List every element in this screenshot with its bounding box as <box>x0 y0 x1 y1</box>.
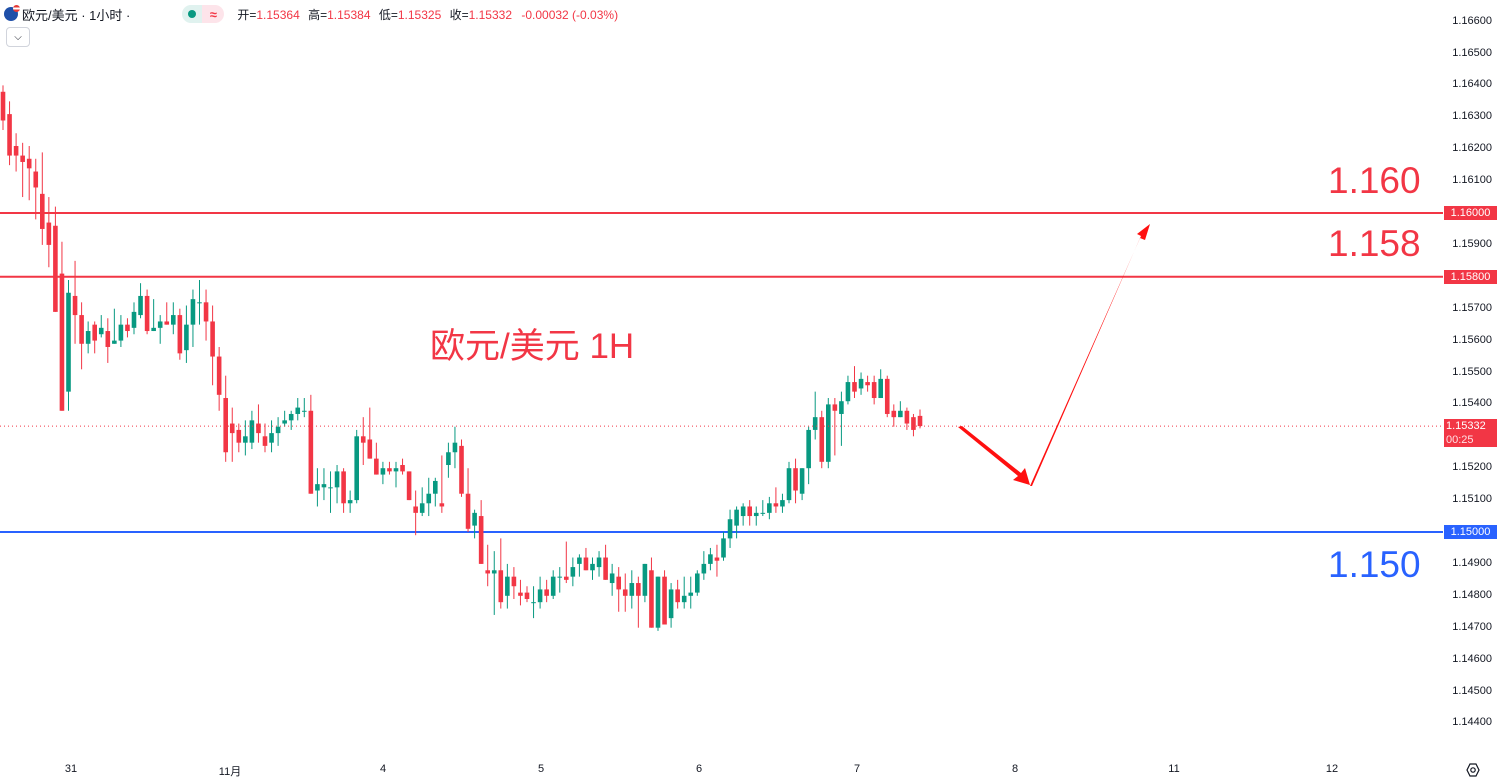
price-tick: 1.14700 <box>1452 620 1492 633</box>
open-key: 开= <box>237 7 257 22</box>
symbol-title[interactable]: 欧元/美元 · 1小时 · <box>22 7 131 23</box>
price-tick: 1.16100 <box>1452 174 1492 187</box>
close-key: 收= <box>449 7 469 22</box>
horizontal-levels <box>0 212 1443 533</box>
eurusd-flag-icon <box>4 5 20 21</box>
low-value: 1.15325 <box>397 7 442 22</box>
level-158-label[interactable]: 1.158 <box>1328 223 1421 264</box>
projection-arrows[interactable] <box>958 224 1150 486</box>
chart-title-annotation[interactable]: 欧元/美元 1H <box>430 327 635 366</box>
open-value: 1.15364 <box>256 7 300 22</box>
status-pill[interactable]: ≈ <box>182 5 225 23</box>
level-150-label[interactable]: 1.150 <box>1328 544 1421 585</box>
price-tick: 1.15500 <box>1452 365 1492 378</box>
time-tick: 12 <box>1325 763 1339 775</box>
price-tick: 1.15600 <box>1452 333 1492 346</box>
price-tick: 1.14400 <box>1452 716 1492 729</box>
time-tick: 11月 <box>218 766 242 778</box>
approx-wave-icon[interactable]: ≈ <box>202 5 225 23</box>
time-tick: 11 <box>1168 763 1180 775</box>
collapse-legend-button[interactable]: ⌵ <box>6 27 30 47</box>
green-dot-icon <box>188 10 197 18</box>
price-tick: 1.15200 <box>1452 461 1492 474</box>
price-tick: 1.14800 <box>1452 588 1492 601</box>
level-160-label[interactable]: 1.160 <box>1328 160 1421 201</box>
price-tick: 1.16500 <box>1452 46 1492 59</box>
arrow-up-icon[interactable] <box>1030 224 1150 486</box>
price-tick: 1.15700 <box>1452 301 1492 314</box>
price-tick: 1.16600 <box>1452 14 1492 27</box>
high-key: 高= <box>308 7 328 22</box>
time-tick: 8 <box>1011 763 1019 775</box>
low-key: 低= <box>378 7 398 22</box>
arrow-down-icon[interactable] <box>958 426 1030 485</box>
price-tick: 1.15100 <box>1452 493 1492 506</box>
time-tick: 4 <box>379 763 387 775</box>
price-tick: 1.16400 <box>1452 78 1492 91</box>
price-tick: 1.14600 <box>1452 652 1492 665</box>
high-value: 1.15384 <box>327 7 371 22</box>
price-tag-1.16000: 1.16000 <box>1444 206 1497 220</box>
time-tick: 5 <box>537 763 545 775</box>
price-tick: 1.15400 <box>1452 397 1492 410</box>
current-price-tag: 1.15332 00:25 <box>1444 419 1497 448</box>
change-value: -0.00032 (-0.03%) <box>521 7 619 22</box>
ohlc-values: 开=1.15364 高=1.15384 低=1.15325 收=1.15332 … <box>232 6 618 23</box>
price-tick: 1.15900 <box>1452 237 1492 250</box>
price-tick: 1.14900 <box>1452 556 1492 569</box>
candles <box>0 85 923 631</box>
price-tag-1.15000: 1.15000 <box>1444 525 1497 539</box>
price-tick: 1.16300 <box>1452 110 1492 123</box>
time-tick: 6 <box>695 763 703 775</box>
price-tick: 1.14500 <box>1452 684 1492 697</box>
time-tick: 7 <box>853 763 861 775</box>
settings-hexagon-icon[interactable] <box>1465 762 1481 778</box>
price-tick: 1.16200 <box>1452 142 1492 155</box>
market-status[interactable] <box>182 5 203 23</box>
symbol-legend: 欧元/美元 · 1小时 · ≈ 开=1.15364 高=1.15384 低=1.… <box>4 4 618 24</box>
time-tick: 31 <box>64 763 78 775</box>
close-value: 1.15332 <box>468 7 512 22</box>
price-tag-1.15800: 1.15800 <box>1444 269 1497 284</box>
chevron-down-icon: ⌵ <box>14 31 22 43</box>
